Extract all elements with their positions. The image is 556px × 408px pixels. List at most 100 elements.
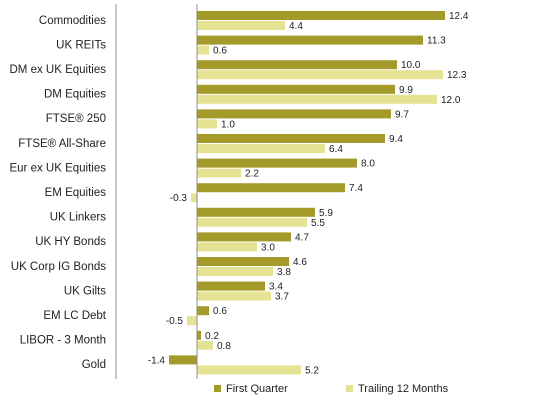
category-row: EM LC Debt 0.6 -0.5 [43,306,227,327]
category-label: DM ex UK Equities [9,64,106,76]
first-quarter-bar [197,158,357,168]
first-quarter-bar [197,330,201,340]
category-label: EM Equities [45,187,107,199]
first-quarter-value-label: 10.0 [401,60,421,71]
category-row: UK HY Bonds 4.7 3.0 [35,232,309,253]
first-quarter-bar [197,11,445,20]
first-quarter-value-label: 3.4 [269,282,283,293]
trailing-12-months-value-label: 0.8 [217,341,231,352]
first-quarter-value-label: 5.9 [319,208,333,219]
category-label: UK Gilts [64,285,106,297]
first-quarter-bar [197,60,397,70]
category-label: DM Equities [44,89,106,101]
first-quarter-value-label: 8.0 [361,159,375,170]
category-row: UK Corp IG Bonds 4.63.8 [11,257,307,278]
first-quarter-bar [197,232,291,242]
category-row: Eur ex UK Equities 8.0 2.2 [9,158,375,180]
trailing-12-months-value-label: 1.0 [221,119,235,130]
legend-label: First Quarter [226,383,288,395]
first-quarter-bar [197,134,385,143]
first-quarter-value-label: 4.7 [295,232,309,243]
category-label: Commodities [39,15,106,27]
trailing-12-months-bar [197,119,217,129]
trailing-12-months-value-label: 4.4 [289,21,303,32]
trailing-12-months-bar [197,168,241,178]
category-label: UK Linkers [50,212,106,224]
first-quarter-bar [197,183,345,193]
trailing-12-months-value-label: 0.6 [213,46,227,57]
first-quarter-value-label: 9.7 [395,109,409,120]
first-quarter-bar [197,306,209,316]
trailing-12-months-value-label: 3.8 [277,267,291,278]
legend-first-quarter: First Quarter [214,383,288,395]
first-quarter-bar [197,35,423,45]
legend: First Quarter Trailing 12 Months [214,383,449,395]
category-row: FTSE® 250 9.7 1.0 [46,109,409,130]
first-quarter-value-label: 9.9 [399,85,413,96]
category-row: UK Linkers 5.95.5 [50,207,333,229]
category-row: EM Equities 7.4 -0.3 [45,183,363,204]
trailing-12-months-bar [197,144,325,153]
category-rows: Commodities 12.4 4.4 UK REITs 11.3 0.6 DM ex U… [9,11,469,376]
category-row: UK Gilts 3.43.7 [64,281,289,303]
trailing-12-months-value-label: 3.0 [261,242,275,253]
trailing-12-months-bar [197,365,301,375]
trailing-12-months-bar [191,193,197,203]
legend-trailing-12-months: Trailing 12 Months [346,383,449,395]
trailing-12-months-bar [197,21,285,30]
trailing-12-months-value-label: 12.3 [447,70,467,81]
first-quarter-value-label: 4.6 [293,257,307,268]
category-label: UK Corp IG Bonds [11,261,106,273]
category-label: FTSE® 250 [46,113,106,125]
first-quarter-bar [197,207,315,217]
category-row: Gold -1.4 5.2 [82,355,319,376]
category-label: UK HY Bonds [35,236,106,248]
category-row: UK REITs 11.3 0.6 [56,35,446,57]
first-quarter-value-label: 12.4 [449,11,469,22]
trailing-12-months-bar [197,267,273,276]
category-row: DM ex UK Equities 10.0 12.3 [9,60,466,81]
trailing-12-months-value-label: -0.5 [166,316,184,327]
category-label: Gold [82,359,106,371]
trailing-12-months-bar [197,340,213,350]
trailing-12-months-value-label: 12.0 [441,95,461,106]
category-row: LIBOR - 3 Month 0.20.8 [20,330,231,352]
trailing-12-months-value-label: 2.2 [245,169,259,180]
trailing-12-months-bar [187,316,197,326]
category-label: UK REITs [56,39,106,51]
first-quarter-value-label: 11.3 [427,36,446,47]
trailing-12-months-bar [197,70,443,80]
category-label: FTSE® All-Share [18,138,106,150]
legend-swatch [346,385,353,392]
trailing-12-months-bar [197,291,271,301]
trailing-12-months-bar [197,242,257,252]
trailing-12-months-value-label: 5.2 [305,365,319,376]
first-quarter-bar [197,281,265,291]
first-quarter-value-label: 9.4 [389,134,403,145]
first-quarter-bar [169,355,197,365]
trailing-12-months-value-label: 5.5 [311,218,325,229]
first-quarter-bar [197,109,391,119]
category-row: Commodities 12.4 4.4 [39,11,469,32]
first-quarter-bar [197,84,395,94]
legend-swatch [214,385,221,392]
trailing-12-months-bar [197,217,307,227]
trailing-12-months-value-label: 3.7 [275,292,289,303]
first-quarter-value-label: 7.4 [349,183,363,194]
category-row: DM Equities 9.9 12.0 [44,84,461,106]
first-quarter-value-label: 0.6 [213,306,227,317]
first-quarter-bar [197,257,289,266]
category-label: EM LC Debt [43,310,106,322]
first-quarter-value-label: 0.2 [205,331,219,342]
category-label: Eur ex UK Equities [9,162,106,174]
trailing-12-months-bar [197,45,209,55]
trailing-12-months-bar [197,94,437,104]
trailing-12-months-value-label: 6.4 [329,144,343,155]
legend-label: Trailing 12 Months [358,383,449,395]
trailing-12-months-value-label: -0.3 [170,193,188,204]
first-quarter-value-label: -1.4 [148,355,166,366]
category-row: FTSE® All-Share 9.4 6.4 [18,134,403,155]
category-label: LIBOR - 3 Month [20,335,106,347]
